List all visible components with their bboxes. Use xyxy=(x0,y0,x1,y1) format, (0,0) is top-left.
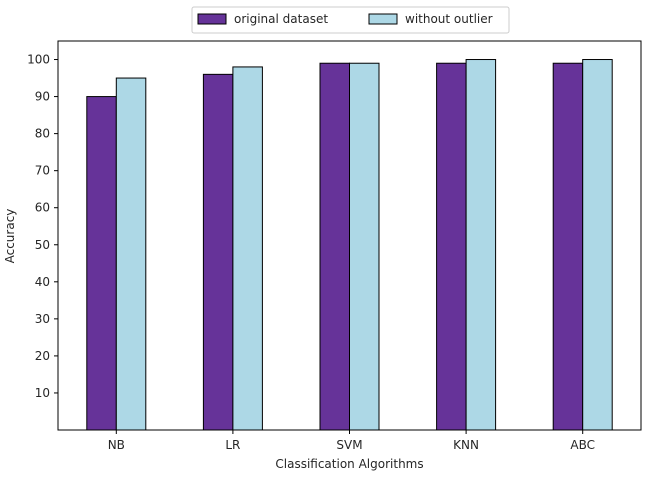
bar-abc-original-dataset xyxy=(552,62,584,431)
bar-svm-original-dataset xyxy=(319,62,350,431)
y-tick-label: 10 xyxy=(35,386,50,400)
x-tick-label-knn: KNN xyxy=(453,438,479,452)
bar-nb-without-outlier xyxy=(115,77,147,431)
bars-group xyxy=(86,59,613,431)
legend-label-without-outlier: without outlier xyxy=(405,12,493,26)
x-axis-ticks: NB LR SVM KNN ABC xyxy=(108,430,595,452)
bar-knn-without-outlier xyxy=(465,59,497,431)
bar-nb-original-dataset xyxy=(86,96,117,431)
y-tick-label: 50 xyxy=(35,238,50,252)
plot-frame xyxy=(57,40,642,431)
legend: original dataset without outlier xyxy=(191,6,510,34)
y-tick-label: 80 xyxy=(35,127,50,141)
y-tick-label: 60 xyxy=(35,201,50,215)
x-tick-label-svm: SVM xyxy=(336,438,362,452)
y-tick-label: 20 xyxy=(35,349,50,363)
x-tick-label-nb: NB xyxy=(108,438,125,452)
bar-knn-original-dataset xyxy=(436,62,467,431)
bar-lr-original-dataset xyxy=(202,73,234,431)
x-axis-label: Classification Algorithms xyxy=(275,457,423,471)
y-tick-label: 100 xyxy=(27,53,50,67)
y-tick-label: 30 xyxy=(35,312,50,326)
legend-swatch-original-dataset xyxy=(197,13,227,25)
y-tick-label: 40 xyxy=(35,275,50,289)
y-axis-ticks: 10 20 30 40 50 60 70 80 90 100 xyxy=(27,53,58,400)
legend-frame xyxy=(191,6,510,34)
x-tick-label-lr: LR xyxy=(225,438,240,452)
y-axis-label: Accuracy xyxy=(3,209,17,264)
bar-abc-without-outlier xyxy=(582,59,613,431)
bar-svm-without-outlier xyxy=(349,62,380,431)
legend-label-original-dataset: original dataset xyxy=(234,12,328,26)
bar-lr-without-outlier xyxy=(232,66,263,431)
y-tick-label: 70 xyxy=(35,164,50,178)
x-tick-label-abc: ABC xyxy=(570,438,595,452)
legend-swatch-without-outlier xyxy=(368,13,398,25)
y-tick-label: 90 xyxy=(35,90,50,104)
